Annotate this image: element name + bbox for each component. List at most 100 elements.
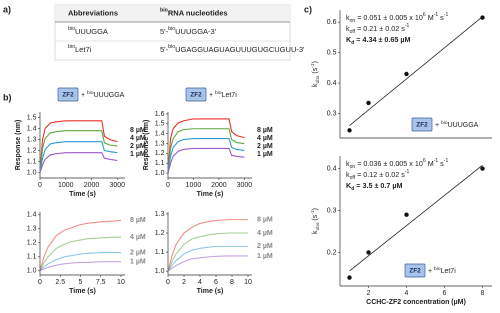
response-curve — [167, 232, 248, 272]
legend-label: 1 µM — [257, 151, 273, 158]
x-axis-label: Time (s) — [69, 288, 96, 295]
text-segment: M — [426, 13, 434, 22]
y-tick-label: 1.0 — [27, 169, 37, 176]
text-segment: UGAGGUAGUAGUUUGUGCUGUU-3' — [175, 45, 305, 54]
y-tick-label: 0.4 — [327, 80, 337, 87]
tag-label: ZF2 — [62, 92, 74, 99]
y-tick-label: 1.4 — [155, 131, 165, 138]
panel-label: b) — [3, 92, 12, 102]
x-tick-label: 0 — [166, 182, 170, 189]
text-segment: (s — [312, 214, 319, 222]
response-curve — [167, 255, 248, 272]
text-segment: bio — [160, 8, 168, 14]
tag-box — [185, 87, 207, 102]
response-curve — [39, 130, 118, 173]
y-tick-label: 1.3 — [27, 136, 37, 143]
text-segment: K — [346, 35, 352, 44]
text-segment: = 3.5 ± 0.7 µM — [354, 181, 402, 190]
y-tick-label: 1.1 — [27, 254, 37, 261]
response-curve — [39, 236, 121, 272]
y-axis-label: Response (nm) — [15, 120, 22, 171]
tag-ligand: + bioLet7i — [428, 266, 456, 275]
legend-label: 8 µM — [130, 217, 146, 224]
text-segment: -1 — [444, 158, 449, 164]
y-tick-label: 1.1 — [155, 249, 165, 256]
legend-label: 8 µM — [257, 127, 273, 134]
y-tick-label: 0.3 — [327, 207, 337, 214]
legend-label: 8 µM — [130, 127, 146, 134]
fit-line — [349, 164, 483, 272]
data-point — [366, 100, 371, 106]
y-axis-label: kobs (s-1) — [310, 208, 321, 234]
data-point — [347, 128, 352, 133]
y-tick-label: 1.3 — [155, 211, 165, 218]
text-segment: + — [428, 268, 434, 275]
text-segment: 5'- — [160, 27, 169, 36]
tag-label: ZF2 — [416, 122, 428, 129]
y-tick-label: 0.6 — [327, 19, 337, 26]
table-header-bg — [55, 5, 290, 22]
y-tick-label: 1.2 — [155, 230, 165, 237]
panel-label: c) — [304, 4, 312, 14]
text-segment: bio — [434, 266, 441, 272]
text-segment: obs — [315, 222, 321, 230]
response-curve — [167, 219, 248, 272]
response-curve — [39, 219, 121, 271]
text-segment: RNA nucleotides — [168, 8, 228, 17]
fit-annotation: Kd = 4.34 ± 0.65 µM — [346, 35, 411, 46]
text-segment: + — [435, 122, 441, 129]
legend-label: 2 µM — [130, 143, 146, 150]
table-header-cell: Abbreviations — [68, 8, 118, 17]
y-tick-label: 1.2 — [27, 240, 37, 247]
tag-ligand: + bioUUUGGA — [81, 90, 125, 99]
text-segment: = 0.051 ± 0.005 x 10 — [355, 13, 423, 22]
text-segment: on — [350, 18, 356, 24]
x-axis-label: Time (s) — [69, 191, 96, 198]
text-segment: ) — [312, 208, 319, 210]
x-tick-label: 2000 — [211, 182, 227, 189]
y-tick-label: 1.5 — [27, 114, 37, 121]
fit-annotation: kon = 0.051 ± 0.005 x 106 M-1 s-1 — [346, 12, 448, 24]
y-tick-label: 1.6 — [155, 111, 165, 118]
text-segment: bio — [441, 120, 448, 126]
text-segment: bio — [168, 44, 175, 50]
text-segment: on — [350, 164, 356, 170]
text-segment: UUUGGA-3' — [175, 27, 217, 36]
response-curve — [167, 245, 248, 272]
text-segment: Let7i — [222, 92, 238, 99]
text-segment: -1 — [405, 169, 410, 175]
text-segment: = 0.12 ± 0.02 s — [355, 170, 405, 179]
table-cell: 5'-bioUUUGGA-3' — [160, 26, 217, 36]
data-point — [366, 250, 371, 255]
tag-label: ZF2 — [409, 268, 421, 275]
legend-label: 4 µM — [130, 234, 146, 241]
text-segment: bio — [215, 90, 222, 96]
text-segment: + — [209, 92, 215, 99]
legend-label: 8 µM — [257, 216, 273, 223]
response-curve — [39, 141, 118, 173]
response-curve — [167, 147, 245, 174]
x-tick-label: 2.5 — [55, 279, 65, 286]
y-tick-label: 1.5 — [155, 121, 165, 128]
y-tick-label: 1.2 — [155, 150, 165, 157]
x-tick-label: 6 — [214, 279, 218, 286]
tag-box — [411, 117, 433, 132]
tag-ligand: + bioUUUGGA — [435, 120, 479, 129]
y-tick-label: 1.3 — [155, 140, 165, 147]
y-tick-label: 1.0 — [155, 170, 165, 177]
fit-line — [349, 16, 483, 126]
text-segment: k — [346, 13, 350, 22]
text-segment: Abbreviations — [68, 8, 118, 17]
text-segment: d — [351, 40, 354, 46]
x-axis-label: CCHC-ZF2 concentration (µM) — [366, 299, 466, 306]
tag-ligand: + bioLet7i — [209, 90, 237, 99]
x-tick-label: 5 — [79, 279, 83, 286]
text-segment: UUUGGA — [94, 92, 125, 99]
text-segment: s — [438, 159, 444, 168]
text-segment: bio — [68, 44, 75, 50]
text-segment: off — [350, 29, 356, 35]
response-curve — [167, 118, 245, 174]
text-segment: 6 — [423, 158, 426, 164]
text-segment: k — [312, 230, 319, 234]
